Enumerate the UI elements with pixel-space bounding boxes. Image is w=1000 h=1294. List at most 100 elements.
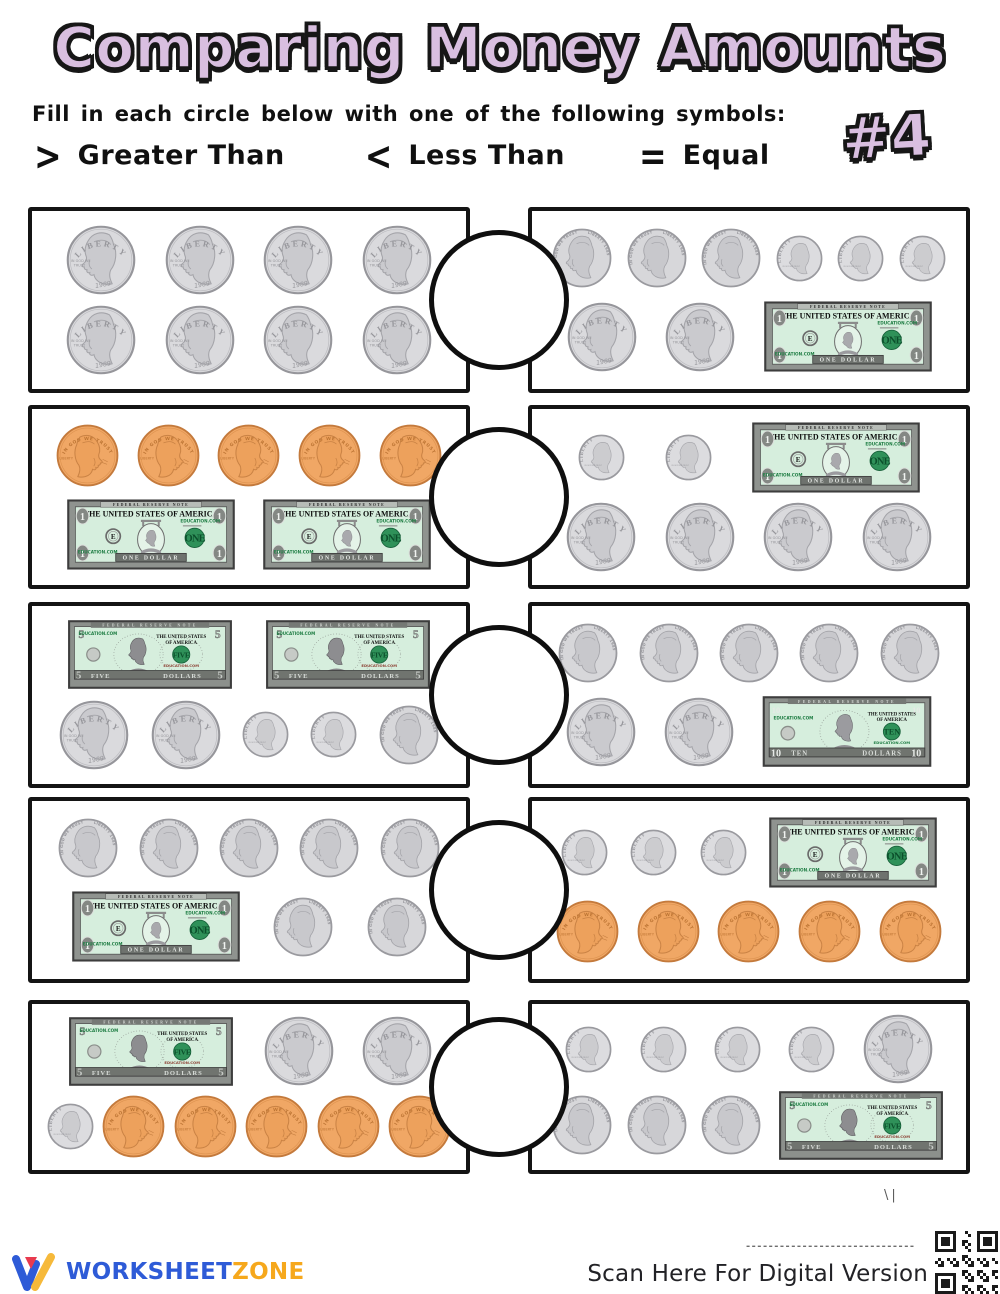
money-line: [538, 1014, 960, 1084]
sheet-number: #4: [840, 100, 934, 174]
penny-coin: [879, 900, 942, 963]
comparison-row-5: [28, 1000, 970, 1174]
stray-mark: \|: [884, 1188, 899, 1203]
nickel-coin: [799, 623, 859, 683]
penny-coin: [245, 1095, 308, 1158]
money-line: [538, 1091, 960, 1160]
money-line: [538, 301, 960, 372]
five-dollar-bill: [66, 1017, 236, 1086]
quarter-coin: [362, 225, 432, 295]
money-line: [38, 891, 460, 962]
nickel-coin: [139, 818, 199, 878]
answer-circle[interactable]: [429, 1017, 569, 1157]
quarter-coin: [151, 700, 221, 770]
quarter-coin: [665, 302, 735, 372]
money-line: [538, 696, 960, 767]
masked-url-text: ------------------------------: [746, 1241, 916, 1252]
quarter-coin: [264, 1016, 334, 1086]
less-than-symbol: <: [364, 132, 393, 179]
quarter-coin: [66, 225, 136, 295]
dime-coin: [561, 829, 608, 876]
quarter-coin: [862, 502, 932, 572]
logo-w-icon: [12, 1253, 55, 1291]
nickel-coin: [379, 705, 439, 765]
money-line: [538, 623, 960, 683]
nickel-coin: [719, 623, 779, 683]
penny-coin: [137, 424, 200, 487]
page-title: Comparing Money Amounts: [53, 15, 947, 82]
money-line: [38, 1016, 460, 1086]
scan-here-text: Scan Here For Digital Version: [587, 1261, 928, 1287]
money-line: [538, 228, 960, 288]
dime-coin: [700, 829, 747, 876]
quarter-coin: [263, 305, 333, 375]
dime-coin: [776, 235, 823, 282]
nickel-coin: [273, 897, 333, 957]
money-line: [38, 305, 460, 375]
nickel-coin: [639, 623, 699, 683]
instruction-text: Fill in each circle below with one of th…: [32, 102, 786, 126]
comparison-row-1: [28, 207, 970, 393]
one-dollar-bill: [764, 301, 932, 372]
dime-coin: [788, 1026, 835, 1073]
ten-dollar-bill: [762, 696, 932, 767]
money-box-left: [28, 797, 470, 983]
penny-coin: [637, 900, 700, 963]
one-dollar-bill: [72, 891, 240, 962]
dime-coin: [640, 1026, 687, 1073]
equal-label: Equal: [682, 140, 770, 171]
money-box-right: [528, 602, 970, 788]
penny-coin: [298, 424, 361, 487]
money-line: [538, 502, 960, 572]
dime-coin: [565, 1026, 612, 1073]
quarter-coin: [362, 305, 432, 375]
comparison-row-2: [28, 405, 970, 589]
money-line: [38, 424, 460, 487]
money-box-left: [28, 1000, 470, 1174]
greater-than-symbol: >: [34, 132, 62, 179]
quarter-coin: [664, 697, 734, 767]
money-line: [38, 499, 460, 570]
nickel-coin: [880, 623, 940, 683]
comparison-row-3: [28, 602, 970, 788]
dime-coin: [310, 711, 357, 758]
quarter-coin: [863, 1014, 933, 1084]
dime-coin: [630, 829, 677, 876]
quarter-coin: [566, 502, 636, 572]
penny-coin: [798, 900, 861, 963]
penny-coin: [56, 424, 119, 487]
logo-text: WORKSHEETZONE: [66, 1259, 304, 1285]
symbol-legend: > Greater Than < Less Than = Equal: [34, 132, 770, 179]
money-box-right: [528, 405, 970, 589]
money-box-left: [28, 207, 470, 393]
answer-circle[interactable]: [429, 820, 569, 960]
money-line: [38, 1095, 460, 1158]
dime-coin: [242, 711, 289, 758]
nickel-coin: [701, 228, 761, 288]
answer-circle[interactable]: [429, 427, 569, 567]
penny-coin: [102, 1095, 165, 1158]
dime-coin: [665, 434, 712, 481]
answer-circle[interactable]: [429, 230, 569, 370]
comparison-row-4: [28, 797, 970, 983]
quarter-coin: [263, 225, 333, 295]
nickel-coin: [58, 818, 118, 878]
penny-coin: [317, 1095, 380, 1158]
penny-coin: [174, 1095, 237, 1158]
answer-circle[interactable]: [429, 625, 569, 765]
nickel-coin: [219, 818, 279, 878]
money-box-right: [528, 207, 970, 393]
money-line: [38, 225, 460, 295]
one-dollar-bill: [752, 422, 920, 493]
money-line: [538, 900, 960, 963]
quarter-coin: [567, 302, 637, 372]
quarter-coin: [763, 502, 833, 572]
one-dollar-bill: [769, 817, 937, 888]
penny-coin: [217, 424, 280, 487]
five-dollar-bill: [776, 1091, 946, 1160]
money-line: [538, 422, 960, 493]
quarter-coin: [165, 225, 235, 295]
nickel-coin: [380, 818, 440, 878]
nickel-coin: [627, 228, 687, 288]
